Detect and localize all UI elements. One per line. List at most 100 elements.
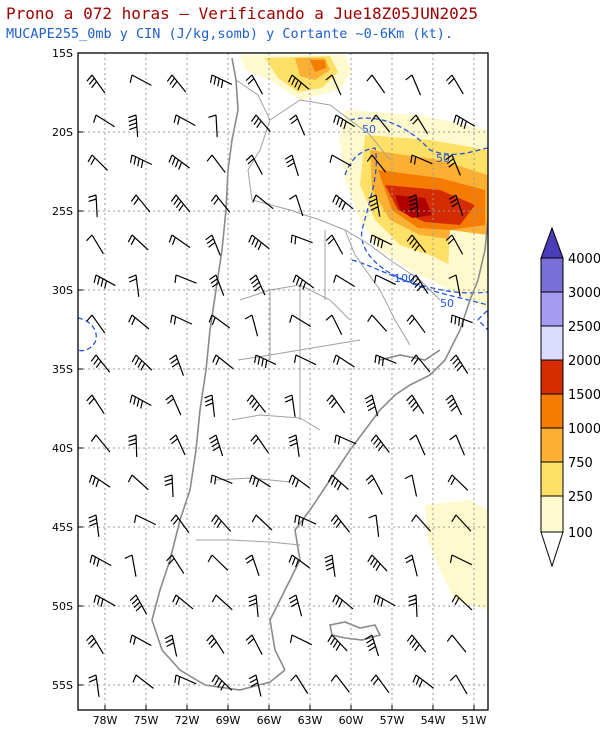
wind-barb-staff: [175, 434, 186, 456]
wind-barb-feather: [450, 354, 457, 362]
wind-barb-feather: [326, 566, 334, 571]
wind-barb-staff: [295, 114, 306, 136]
wind-barb-feather: [208, 314, 213, 323]
wind-barb-feather: [90, 354, 97, 362]
wind-barb-feather: [166, 398, 174, 405]
wind-barb-feather: [448, 78, 455, 85]
wind-barb-feather: [96, 596, 101, 605]
wind-barb-staff: [291, 554, 311, 569]
wind-barb-feather: [208, 114, 217, 119]
wind-barb-feather: [292, 274, 297, 283]
wind-barb-feather: [213, 197, 219, 205]
wind-barb-staff: [291, 394, 296, 417]
wind-barb-staff: [291, 74, 310, 90]
wind-barb-staff: [211, 74, 233, 86]
wind-barb-staff: [91, 314, 106, 334]
wind-barb-feather: [168, 234, 173, 243]
wind-barb-feather: [130, 237, 136, 246]
wind-barb-staff: [211, 474, 233, 484]
wind-barb-feather: [89, 554, 93, 563]
wind-barb-staff: [215, 594, 233, 611]
lon-label: 60W: [339, 714, 364, 727]
wind-barb-staff: [251, 634, 263, 655]
wind-barb-feather: [210, 474, 213, 484]
wind-barb-staff: [135, 194, 151, 213]
lon-label: 54W: [421, 714, 446, 727]
wind-barb-feather: [369, 202, 378, 207]
wind-barb-feather: [370, 674, 377, 682]
wind-barb-staff: [451, 474, 469, 491]
wind-barb-feather: [128, 434, 137, 438]
wind-barb-feather: [364, 394, 373, 400]
wind-barb-feather: [173, 114, 177, 123]
wind-barb-staff: [255, 674, 262, 697]
wind-barb-staff: [411, 394, 425, 415]
wind-barb-feather: [374, 354, 377, 364]
wind-barb-feather: [174, 674, 177, 684]
lat-label: 35S: [52, 363, 73, 376]
wind-barb-feather: [210, 278, 218, 284]
wind-barb-feather: [335, 197, 340, 206]
colorbar-label: 1000: [568, 422, 600, 437]
wind-barb-feather: [256, 120, 262, 129]
lat-label: 20S: [52, 126, 73, 139]
wind-barb-feather: [335, 520, 342, 529]
wind-barb-feather: [207, 554, 213, 563]
wind-barb-feather: [416, 284, 423, 292]
wind-barb-feather: [289, 634, 293, 643]
wind-barb-feather: [91, 81, 98, 89]
wind-barb-feather: [130, 194, 137, 202]
wind-barb-feather: [90, 434, 97, 442]
wind-barb-feather: [253, 117, 260, 125]
wind-barb-feather: [88, 514, 97, 519]
wind-barb-feather: [456, 116, 461, 125]
wind-barb-staff: [211, 234, 221, 256]
colorbar-label: 1500: [568, 388, 600, 403]
wind-barb-feather: [366, 154, 373, 162]
colorbar-label: 100: [568, 526, 593, 541]
wind-barb-feather: [90, 157, 96, 166]
wind-barb-staff: [135, 674, 154, 689]
wind-barb-feather: [336, 116, 340, 125]
wind-barb-feather: [366, 402, 375, 408]
lat-label: 45S: [52, 521, 73, 534]
wind-barb-staff: [451, 554, 473, 566]
wind-barb-feather: [171, 362, 180, 368]
wind-barb-feather: [408, 317, 415, 325]
wind-barb-feather: [124, 554, 133, 559]
wind-barb-feather: [331, 401, 338, 409]
wind-barb-feather: [368, 514, 377, 519]
wind-barb-feather: [171, 80, 178, 89]
wind-barb-staff: [95, 194, 98, 217]
wind-barb-staff: [131, 474, 149, 491]
wind-barb-feather: [88, 678, 97, 683]
wind-barb-feather: [330, 637, 336, 646]
wind-barb-feather: [133, 514, 137, 523]
wind-barb-feather: [170, 514, 177, 522]
wind-barb-feather: [128, 314, 133, 323]
wind-barb-staff: [211, 154, 226, 173]
wind-barb-staff: [295, 274, 315, 289]
wind-barb-feather: [129, 126, 138, 131]
wind-barb-feather: [332, 594, 337, 603]
wind-barb-feather: [284, 394, 293, 399]
wind-barb-feather: [210, 438, 218, 444]
wind-barb-staff: [175, 274, 197, 284]
wind-barb-staff: [95, 594, 116, 607]
wind-barb-staff: [95, 674, 100, 697]
wind-barb-feather: [128, 118, 137, 123]
wind-barb-staff: [335, 434, 357, 445]
wind-barb-feather: [408, 598, 417, 602]
wind-barb-feather: [135, 605, 143, 612]
wind-barb-feather: [128, 122, 137, 127]
wind-barb-feather: [170, 358, 178, 364]
wind-barb-feather: [171, 237, 176, 246]
wind-barb-staff: [91, 554, 112, 567]
wind-barb-feather: [288, 474, 293, 483]
coastlines: [151, 57, 488, 691]
lat-label: 25S: [52, 205, 73, 218]
wind-barb-feather: [170, 194, 177, 202]
wind-barb-feather: [129, 74, 133, 83]
wind-barb-staff: [335, 674, 350, 693]
wind-barb-feather: [93, 114, 97, 123]
